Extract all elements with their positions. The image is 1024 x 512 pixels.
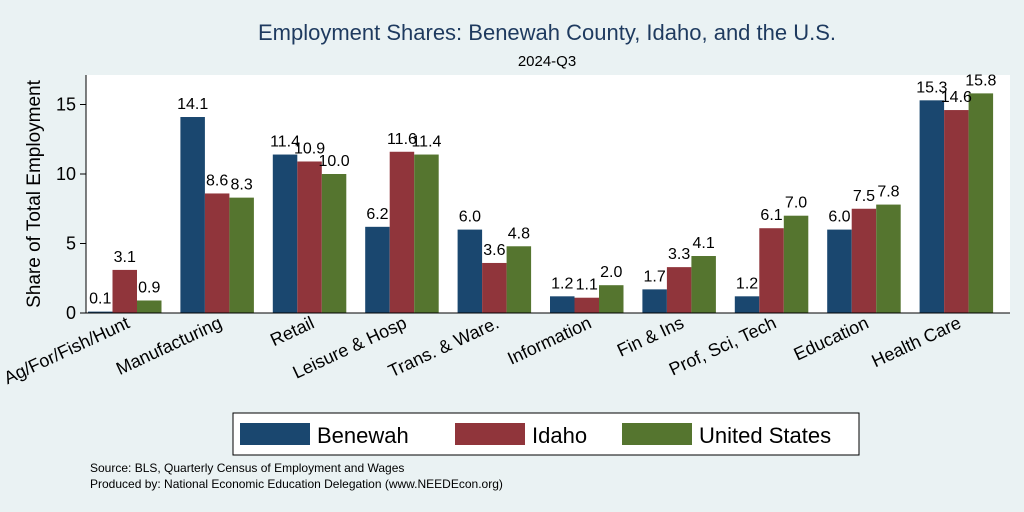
data-label: 8.3: [231, 177, 253, 194]
data-label: 6.1: [760, 207, 782, 224]
legend-swatch-united-states: [622, 423, 692, 445]
data-label: 11.6: [387, 131, 417, 148]
y-tick-label: 10: [56, 164, 76, 184]
y-axis: 0 5 10 15: [56, 75, 87, 323]
legend-label: Benewah: [317, 423, 409, 448]
bar-idaho: [851, 208, 877, 313]
data-label: 0.1: [89, 291, 111, 308]
data-label: 2.0: [600, 264, 622, 281]
bar-idaho: [944, 110, 969, 313]
bar-benewah: [457, 229, 483, 313]
bar-united-states: [321, 174, 347, 313]
y-tick-label: 0: [66, 303, 76, 323]
bar-united-states: [691, 256, 716, 313]
bar-idaho: [389, 151, 415, 313]
y-axis-title: Share of Total Employment: [24, 79, 45, 307]
data-label: 15.8: [965, 72, 996, 89]
bars-group: [88, 93, 994, 313]
legend-label: Idaho: [532, 423, 587, 448]
bar-idaho: [666, 267, 692, 313]
data-label: 4.8: [508, 225, 530, 242]
data-label: 1.7: [644, 268, 666, 285]
chart-subtitle: 2024-Q3: [518, 53, 576, 70]
bar-benewah: [919, 100, 945, 313]
bar-benewah: [734, 296, 760, 313]
bar-united-states: [506, 246, 532, 313]
data-label: 8.6: [206, 172, 228, 189]
bar-benewah: [180, 117, 205, 313]
bar-idaho: [204, 193, 230, 313]
data-label: 4.1: [693, 235, 715, 252]
data-label: 3.1: [114, 249, 136, 266]
data-label: 6.0: [828, 209, 850, 226]
data-label: 7.5: [853, 188, 875, 205]
bar-united-states: [968, 93, 994, 313]
data-label: 15.3: [916, 79, 947, 96]
bar-united-states: [229, 197, 254, 313]
bar-united-states: [414, 154, 439, 313]
data-label: 6.2: [366, 206, 388, 223]
data-label: 3.6: [483, 242, 505, 259]
legend-box: [232, 412, 860, 456]
bar-idaho: [482, 262, 507, 313]
legend-swatch-benewah: [240, 423, 310, 445]
data-label: 11.4: [411, 134, 441, 151]
data-label: 0.9: [138, 279, 160, 296]
bar-benewah: [642, 289, 667, 313]
bar-benewah: [827, 229, 852, 313]
data-label: 14.6: [941, 89, 972, 106]
data-labels-group: 0.13.10.914.18.6 8.311.410.910.06.211.611…: [89, 72, 996, 307]
data-label: 3.3: [668, 246, 690, 263]
produced-note: Produced by: National Economic Education…: [90, 477, 503, 491]
data-label: 1.2: [736, 275, 758, 292]
y-tick-label: 5: [66, 234, 76, 254]
bar-idaho: [574, 297, 599, 313]
bar-idaho: [112, 269, 137, 313]
bar-united-states: [599, 285, 624, 313]
bar-united-states: [876, 204, 901, 313]
data-label: 14.1: [177, 96, 208, 113]
data-label: 1.2: [551, 275, 573, 292]
data-label: 1.1: [576, 277, 598, 294]
bar-benewah: [272, 154, 298, 313]
legend-label: United States: [699, 423, 831, 448]
bar-benewah: [365, 226, 390, 313]
data-label: 6.0: [459, 209, 481, 226]
data-label: 7.8: [877, 184, 899, 201]
bar-benewah: [88, 311, 113, 313]
legend-swatch-idaho: [455, 423, 525, 445]
data-label: 10.9: [294, 140, 325, 157]
bar-idaho: [297, 161, 322, 313]
bar-united-states: [783, 215, 809, 313]
bar-idaho: [759, 228, 784, 313]
data-label: 11.4: [270, 134, 300, 151]
legend: Benewah Idaho United States: [232, 412, 860, 456]
data-label: 7.0: [785, 195, 807, 212]
bar-united-states: [137, 300, 162, 313]
source-note: Source: BLS, Quarterly Census of Employm…: [90, 461, 404, 475]
data-label: 10.0: [318, 153, 349, 170]
chart-title: Employment Shares: Benewah County, Idaho…: [258, 20, 836, 45]
bar-benewah: [550, 296, 575, 313]
y-tick-label: 15: [56, 95, 76, 115]
